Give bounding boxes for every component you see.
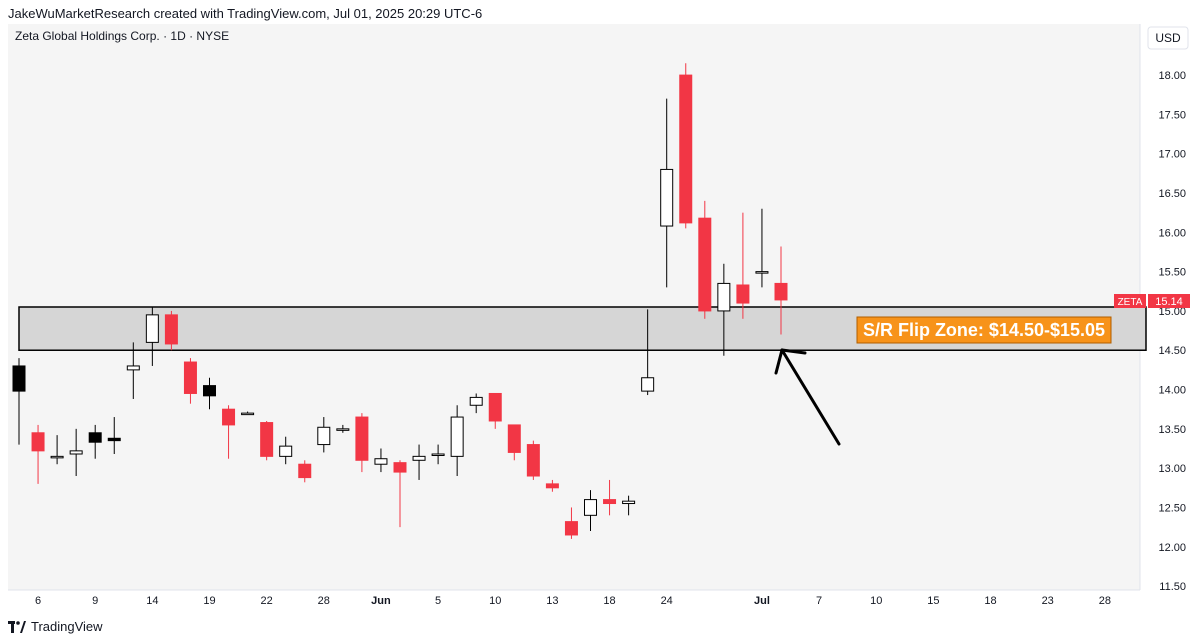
time-axis: 6 9 14 19 22 28 Jun 5 10 13 18 24 Jul 7 10 15 18 23 28 (35, 595, 1111, 607)
price-tick-label: 14.50 (1158, 345, 1186, 357)
time-tick-label: 9 (92, 595, 98, 607)
candle-body (12, 365, 26, 392)
sr-annotation-box (856, 316, 1112, 344)
price-tag-value-box (1148, 294, 1190, 308)
candle-body (355, 416, 369, 461)
candle-body (698, 217, 712, 312)
candle-body (736, 284, 750, 304)
chart-title: Zeta Global Holdings Corp. · 1D · NYSE (15, 29, 229, 43)
time-tick-label: 10 (870, 595, 882, 607)
candle-body (241, 412, 255, 416)
time-tick-label: 18 (603, 595, 615, 607)
tradingview-logo-text: TradingView (31, 619, 103, 634)
tradingview-logo[interactable]: TradingView (8, 619, 103, 634)
candle-body (50, 455, 64, 459)
candle-body (69, 450, 83, 455)
price-tick-label: 11.50 (1159, 581, 1186, 593)
arrow-head-right (780, 348, 807, 355)
time-tick-label: 15 (927, 595, 939, 607)
candle-body (336, 428, 350, 431)
sr-flip-zone-annotation: S/R Flip Zone: $14.50-$15.05 (856, 316, 1112, 344)
price-tick-label: 17.00 (1158, 149, 1186, 161)
time-tick-label: 7 (816, 595, 822, 607)
candle-body (222, 408, 236, 426)
time-tick-label: 22 (261, 595, 273, 607)
candle-body (279, 445, 293, 457)
price-tick-label: 18.00 (1158, 70, 1186, 82)
price-tick-label: 12.00 (1158, 542, 1186, 554)
candle-body (603, 499, 617, 505)
candle-body (450, 416, 464, 457)
price-tick-label: 14.00 (1158, 385, 1186, 397)
time-tick-label: 10 (489, 595, 501, 607)
price-tick-label: 16.00 (1158, 227, 1186, 239)
time-tick-label: 14 (146, 595, 158, 607)
candle-body (526, 444, 540, 477)
time-tick-label: Jun (371, 595, 391, 607)
candle-body (317, 426, 331, 446)
sr-annotation-text: S/R Flip Zone: $14.50-$15.05 (863, 320, 1105, 340)
price-axis: 11.50 12.00 12.50 13.00 13.50 14.00 14.50 15.00… (1158, 70, 1186, 593)
candle-body (31, 432, 45, 452)
chart-credit: JakeWuMarketResearch created with Tradin… (8, 6, 483, 21)
price-tick-label: 15.00 (1158, 306, 1186, 318)
candle-body (641, 377, 655, 392)
price-tick-label: 17.50 (1158, 109, 1186, 121)
candle-body (622, 500, 636, 505)
candle-body (393, 462, 407, 473)
time-tick-label: 18 (984, 595, 996, 607)
time-tick-label: 24 (661, 595, 673, 607)
price-tick-label: 16.50 (1158, 188, 1186, 200)
time-tick-label: 23 (1042, 595, 1054, 607)
candle-body (774, 282, 788, 301)
last-price-tag: ZETA 15.14 (1114, 294, 1190, 308)
price-tick-label: 12.50 (1158, 502, 1186, 514)
price-tag-value: 15.14 (1155, 296, 1183, 308)
price-tag-ticker: ZETA (1118, 297, 1143, 308)
time-tick-label: 28 (1099, 595, 1111, 607)
time-tick-label: 6 (35, 595, 41, 607)
currency-label: USD (1155, 31, 1181, 45)
time-tick-label: 19 (203, 595, 215, 607)
candle-body (126, 365, 140, 371)
candle-body (660, 168, 674, 227)
price-tick-label: 13.50 (1158, 424, 1186, 436)
arrow-annotation (774, 348, 841, 446)
candle-body (107, 437, 121, 442)
time-tick-label: 13 (546, 595, 558, 607)
arrow-shaft (780, 348, 841, 446)
candle-body (298, 463, 312, 479)
time-tick-label: 5 (435, 595, 441, 607)
candle-body (717, 282, 731, 312)
candle-body (412, 455, 426, 461)
candle-body (545, 483, 559, 489)
candle-body (203, 385, 216, 397)
time-tick-label: Jul (754, 595, 770, 607)
candle-body (88, 432, 102, 443)
candle-body (183, 361, 197, 394)
candle-body (374, 458, 388, 465)
candle-layer (12, 63, 788, 539)
candle-body (507, 424, 521, 453)
price-tick-label: 13.00 (1158, 463, 1186, 475)
time-tick-label: 28 (318, 595, 330, 607)
candle-body (164, 314, 178, 345)
candle-body (488, 392, 502, 422)
candle-body (755, 271, 769, 274)
candle-body (431, 453, 445, 457)
candle-body (260, 422, 274, 457)
tradingview-logo-icon (8, 620, 26, 633)
price-tag-ticker-box (1114, 294, 1146, 308)
currency-box (1147, 26, 1189, 50)
price-tick-label: 15.50 (1158, 267, 1186, 279)
arrow-head-left (774, 348, 784, 375)
candle-body (145, 314, 159, 343)
candle-body (564, 521, 578, 536)
candle-body (584, 499, 597, 516)
candle-body (469, 396, 483, 406)
candle-body (679, 74, 693, 224)
